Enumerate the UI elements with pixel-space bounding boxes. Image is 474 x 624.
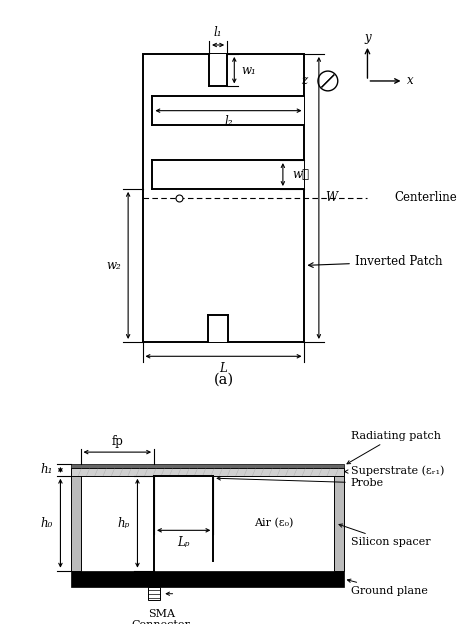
- Bar: [153, 160, 304, 189]
- Text: Air (ε₀): Air (ε₀): [254, 518, 293, 529]
- Text: z: z: [301, 74, 308, 87]
- Bar: [71, 570, 344, 587]
- Text: h₁: h₁: [40, 464, 53, 476]
- Bar: [71, 467, 344, 476]
- Bar: [143, 54, 304, 342]
- Text: Probe: Probe: [217, 477, 384, 488]
- Text: l₁: l₁: [214, 26, 222, 39]
- Bar: [153, 96, 304, 125]
- Text: fp: fp: [111, 435, 123, 448]
- Text: Inverted Patch: Inverted Patch: [309, 255, 442, 268]
- Text: Centerline: Centerline: [394, 192, 457, 205]
- Text: Radiating patch: Radiating patch: [347, 431, 441, 464]
- Bar: [71, 464, 344, 467]
- Bar: [148, 587, 160, 600]
- Text: l₂: l₂: [224, 115, 233, 128]
- Text: Lₚ: Lₚ: [177, 535, 190, 548]
- Text: w⁥: w⁥: [292, 168, 310, 181]
- Text: h₀: h₀: [40, 517, 53, 530]
- Text: w₂: w₂: [106, 259, 121, 272]
- Text: (a): (a): [213, 373, 234, 387]
- Bar: [334, 467, 344, 570]
- Bar: [208, 315, 228, 342]
- Text: Ground plane: Ground plane: [347, 579, 428, 596]
- Bar: [71, 467, 81, 570]
- Text: SMA
Connector: SMA Connector: [132, 608, 191, 624]
- Text: W: W: [326, 192, 337, 205]
- Text: hₚ: hₚ: [117, 517, 129, 530]
- Text: Silicon spacer: Silicon spacer: [339, 524, 430, 547]
- Bar: [209, 54, 227, 86]
- Text: y: y: [364, 31, 371, 44]
- Text: Superstrate (εᵣ₁): Superstrate (εᵣ₁): [345, 466, 444, 475]
- Text: L: L: [219, 363, 228, 376]
- Text: w₁: w₁: [241, 64, 256, 77]
- Text: x: x: [407, 74, 414, 87]
